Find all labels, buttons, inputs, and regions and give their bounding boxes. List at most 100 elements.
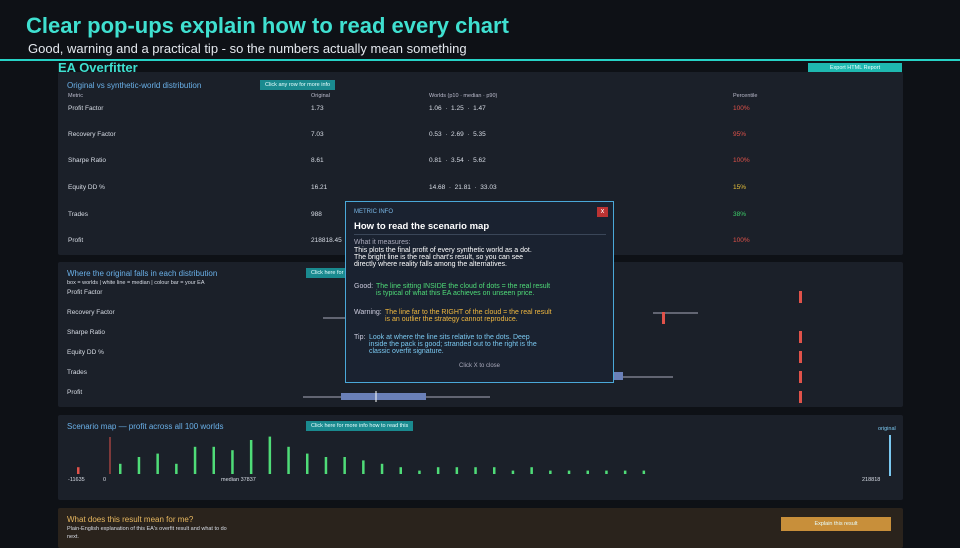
row-label: Recovery Factor <box>67 309 115 316</box>
histogram-bar <box>511 470 515 474</box>
histogram-bar <box>380 463 384 474</box>
histogram-bar <box>605 470 608 474</box>
legend: box = worlds | white line = median | col… <box>67 280 205 286</box>
info-button[interactable]: Click any row for more info <box>260 80 336 90</box>
divider <box>0 59 960 61</box>
histogram-bar <box>436 467 440 474</box>
histogram-bar <box>268 436 272 474</box>
scenario-chart <box>77 435 891 476</box>
histogram-bar <box>567 470 571 474</box>
percentile: 100% <box>733 105 750 112</box>
percentile: 95% <box>733 131 747 138</box>
histogram-bar <box>418 470 421 474</box>
axis-label: original <box>878 426 896 432</box>
histogram-bar <box>287 446 290 474</box>
histogram-bar <box>343 457 346 474</box>
panel-title: What does this result mean for me? <box>67 515 194 524</box>
modal: METRIC INFO x How to read the scenario m… <box>345 201 614 383</box>
panel-title: Where the original falls in each distrib… <box>67 269 218 278</box>
histogram-bar <box>530 467 533 474</box>
section-text: This plots the final profit of every syn… <box>354 247 532 268</box>
box-plots <box>303 291 802 403</box>
histogram-bar <box>156 453 159 474</box>
histogram-bar <box>231 450 234 474</box>
worlds: 0.53 · 2.69 · 5.35 <box>429 131 486 138</box>
worlds: 1.06 · 1.25 · 1.47 <box>429 105 486 112</box>
histogram-bar <box>549 470 552 474</box>
original: 218818.45 <box>311 237 342 244</box>
export-button[interactable]: Export HTML Report <box>808 63 902 73</box>
rule <box>354 234 606 235</box>
row-label: Profit Factor <box>67 289 103 296</box>
histogram-bar <box>623 470 627 474</box>
row-label: Equity DD % <box>67 349 104 356</box>
original: 8.61 <box>311 157 324 164</box>
histogram-bar <box>324 457 328 474</box>
histogram-bar <box>455 467 459 474</box>
metric: Profit Factor <box>68 105 104 112</box>
section-text: Look at where the line sits relative to … <box>369 334 537 355</box>
histogram-bar <box>137 457 141 474</box>
section-text: The line sitting INSIDE the cloud of dot… <box>376 283 551 297</box>
histogram-bar <box>119 463 122 474</box>
close-button[interactable]: x <box>597 207 608 217</box>
metric: Sharpe Ratio <box>68 157 106 164</box>
column-header: Percentile <box>733 93 758 99</box>
histogram-bar <box>399 467 402 474</box>
histogram-bar <box>212 446 215 474</box>
axis-label: 218818 <box>862 477 881 483</box>
original: 16.21 <box>311 184 328 191</box>
row-label: Profit <box>67 389 83 396</box>
original: 1.73 <box>311 105 324 112</box>
histogram-bar <box>493 467 496 474</box>
histogram-bar <box>175 463 178 474</box>
panel-title: Scenario map — profit across all 100 wor… <box>67 422 224 431</box>
section-label: Tip: <box>354 334 366 341</box>
histogram-bar <box>249 440 253 474</box>
histogram-bar <box>193 446 197 474</box>
app-title: EA Overfitter <box>58 60 138 75</box>
header-subtitle: Good, warning and a practical tip - so t… <box>28 41 467 56</box>
axis-label: -11635 <box>68 477 85 483</box>
worlds: 14.68 · 21.81 · 33.03 <box>429 184 497 191</box>
percentile: 15% <box>733 184 747 191</box>
histogram-bar <box>586 470 589 474</box>
histogram-bar <box>474 467 477 474</box>
metric: Trades <box>68 211 88 218</box>
histogram-bar <box>362 460 365 474</box>
panel-text: Plain-English explanation of this EA's o… <box>67 526 227 540</box>
axis-label: median 37837 <box>221 477 256 483</box>
column-header: Metric <box>68 93 83 99</box>
section-text: The line far to the RIGHT of the cloud =… <box>385 309 552 323</box>
section-label: What it measures: <box>354 239 411 246</box>
percentile: 100% <box>733 237 750 244</box>
row-label: Trades <box>67 369 87 376</box>
histogram-bar <box>306 453 309 474</box>
axis-label: 0 <box>103 477 107 483</box>
section-label: Warning: <box>354 309 382 316</box>
section-label: Good: <box>354 283 374 290</box>
info-button[interactable]: Click here for more info how to read thi… <box>306 421 414 431</box>
explain-button[interactable]: Explain this result <box>781 517 891 531</box>
original: 988 <box>311 211 322 218</box>
histogram-bar <box>77 467 80 474</box>
metric: Profit <box>68 237 84 244</box>
column-header: Original <box>311 93 330 99</box>
percentile: 100% <box>733 157 750 164</box>
metric: Equity DD % <box>68 184 105 191</box>
info-button[interactable]: Click here for more info <box>306 268 373 278</box>
original: 7.03 <box>311 131 324 138</box>
row-label: Sharpe Ratio <box>67 329 105 336</box>
scenario-panel: Scenario map — profit across all 100 wor… <box>58 415 903 500</box>
percentile: 38% <box>733 211 747 218</box>
histogram-bar <box>642 470 646 474</box>
panel-title: Original vs synthetic-world distribution <box>67 81 202 90</box>
explain-panel: What does this result mean for me? Plain… <box>58 508 903 548</box>
modal-kicker: METRIC INFO <box>354 209 393 215</box>
header-title: Clear pop-ups explain how to read every … <box>26 13 509 38</box>
modal-title: How to read the scenario map <box>354 221 490 232</box>
worlds: 0.81 · 3.54 · 5.62 <box>429 157 486 164</box>
metric: Recovery Factor <box>68 131 116 138</box>
column-header: Worlds (p10 · median · p90) <box>429 93 498 99</box>
